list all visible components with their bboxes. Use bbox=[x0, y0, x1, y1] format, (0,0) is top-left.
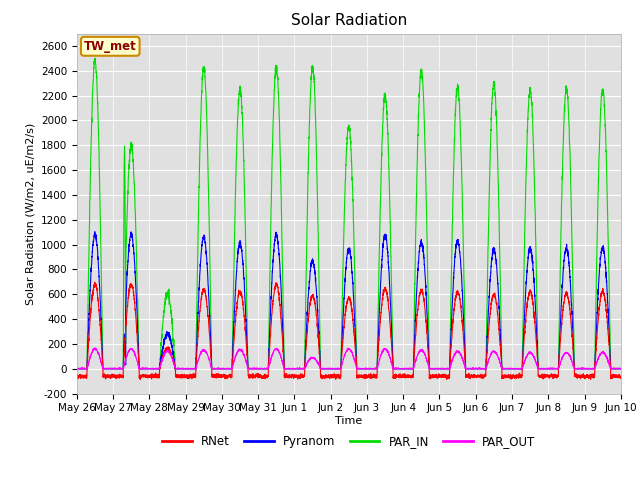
PAR_OUT bbox=[91, 345, 99, 351]
PAR_IN bbox=[502, 366, 509, 372]
PAR_OUT bbox=[329, 366, 337, 372]
PAR_OUT bbox=[441, 366, 449, 372]
RNet bbox=[616, 375, 624, 381]
RNet bbox=[136, 377, 144, 383]
PAR_OUT bbox=[616, 366, 624, 372]
Line: PAR_IN: PAR_IN bbox=[77, 59, 621, 370]
RNet bbox=[617, 373, 625, 379]
RNet bbox=[171, 363, 179, 369]
PAR_IN bbox=[171, 354, 179, 360]
Y-axis label: Solar Radiation (W/m2, uE/m2/s): Solar Radiation (W/m2, uE/m2/s) bbox=[25, 122, 35, 305]
PAR_IN bbox=[441, 366, 449, 372]
RNet bbox=[329, 374, 337, 380]
Title: Solar Radiation: Solar Radiation bbox=[291, 13, 407, 28]
Line: RNet: RNet bbox=[77, 282, 621, 380]
PAR_IN bbox=[92, 56, 99, 61]
Pyranom bbox=[329, 366, 337, 372]
PAR_IN bbox=[73, 366, 81, 372]
Pyranom bbox=[502, 366, 509, 372]
PAR_OUT bbox=[617, 366, 625, 372]
PAR_IN bbox=[616, 366, 624, 372]
RNet bbox=[91, 279, 99, 285]
RNet bbox=[73, 374, 81, 380]
PAR_OUT bbox=[171, 363, 179, 369]
PAR_OUT bbox=[73, 366, 81, 372]
Pyranom bbox=[73, 366, 81, 372]
PAR_IN bbox=[471, 366, 479, 372]
Legend: RNet, Pyranom, PAR_IN, PAR_OUT: RNet, Pyranom, PAR_IN, PAR_OUT bbox=[157, 430, 540, 453]
RNet bbox=[502, 373, 509, 379]
X-axis label: Time: Time bbox=[335, 416, 362, 426]
RNet bbox=[441, 372, 449, 378]
PAR_IN bbox=[156, 367, 163, 372]
Pyranom bbox=[441, 366, 449, 372]
PAR_OUT bbox=[502, 366, 509, 372]
Pyranom bbox=[91, 229, 99, 235]
PAR_OUT bbox=[135, 366, 143, 372]
PAR_OUT bbox=[471, 366, 479, 372]
Line: Pyranom: Pyranom bbox=[77, 232, 621, 370]
PAR_IN bbox=[617, 366, 625, 372]
Pyranom bbox=[192, 367, 200, 372]
Pyranom bbox=[471, 366, 479, 372]
Line: PAR_OUT: PAR_OUT bbox=[77, 348, 621, 369]
Pyranom bbox=[171, 362, 179, 368]
Pyranom bbox=[617, 366, 625, 372]
Text: TW_met: TW_met bbox=[84, 40, 136, 53]
PAR_IN bbox=[329, 366, 337, 372]
RNet bbox=[471, 373, 479, 379]
Pyranom bbox=[616, 366, 624, 372]
